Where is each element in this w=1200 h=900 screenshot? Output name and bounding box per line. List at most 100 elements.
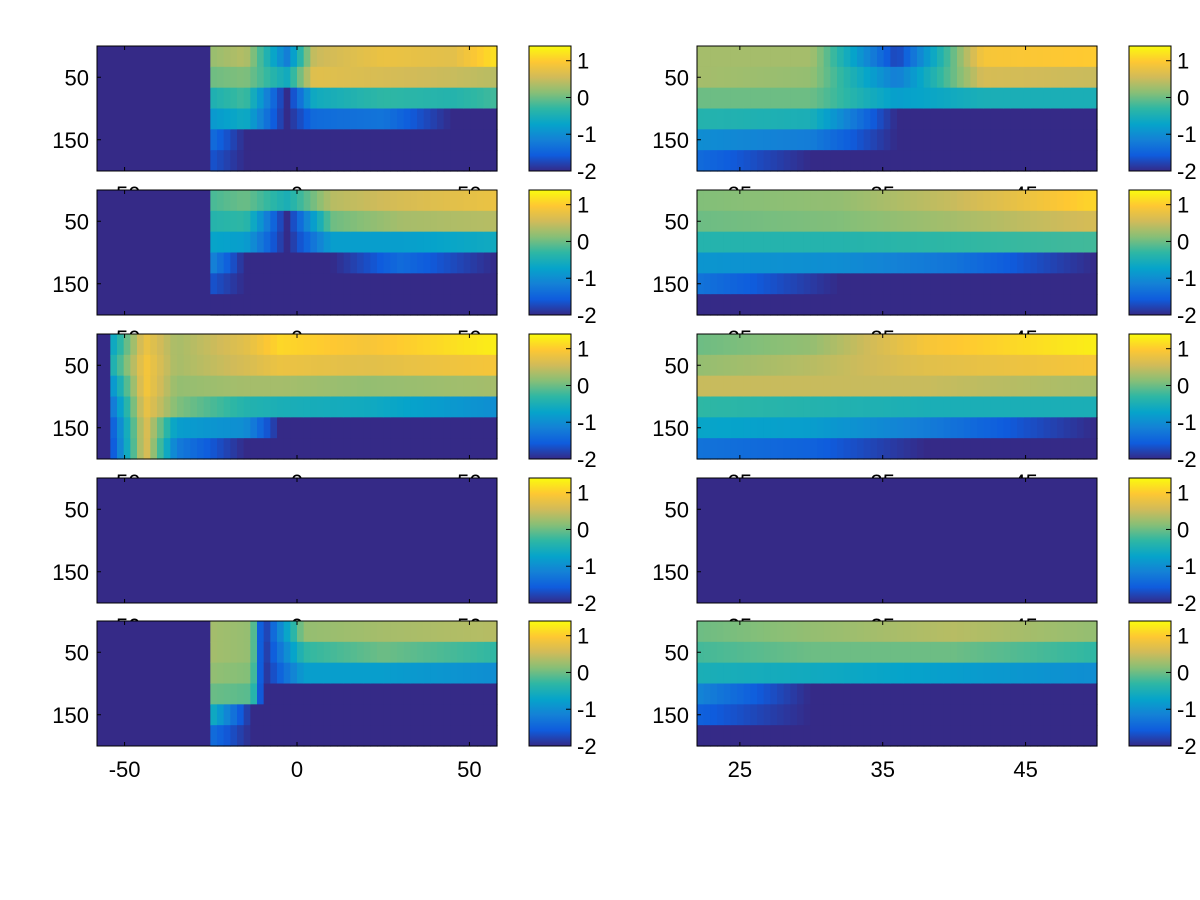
heatmap-cell xyxy=(703,662,711,685)
heatmap-cell xyxy=(850,190,858,212)
heatmap-cell xyxy=(870,129,878,151)
heatmap-cell xyxy=(1050,725,1058,747)
heatmap-cell xyxy=(383,87,391,110)
heatmap-cell xyxy=(477,334,485,356)
heatmap-cell xyxy=(950,252,958,274)
heatmap-cell xyxy=(270,704,278,726)
heatmap-cell xyxy=(877,66,885,89)
heatmap-cell xyxy=(110,334,118,356)
heatmap-cell xyxy=(1050,66,1058,89)
heatmap-cell xyxy=(1077,621,1085,643)
heatmap-cell xyxy=(390,334,398,356)
heatmap-cell xyxy=(437,273,445,295)
heatmap-cell xyxy=(883,725,891,747)
heatmap-cell xyxy=(403,190,411,212)
heatmap-cell xyxy=(270,210,278,233)
heatmap-cell xyxy=(830,417,838,439)
heatmap-cell xyxy=(1017,273,1025,295)
heatmap-cell xyxy=(263,231,271,254)
heatmap-cell xyxy=(923,252,931,274)
heatmap-cell xyxy=(730,190,738,212)
heatmap-cell xyxy=(263,417,271,439)
heatmap-cell xyxy=(457,334,465,356)
heatmap-cell xyxy=(450,273,458,295)
heatmap-cell xyxy=(750,438,758,460)
heatmap-cell xyxy=(1070,273,1078,295)
heatmap-cell xyxy=(917,87,925,110)
heatmap-cell xyxy=(797,621,805,643)
heatmap-cell xyxy=(783,273,791,295)
heatmap-cell xyxy=(930,108,938,130)
heatmap-cell xyxy=(1063,621,1071,643)
heatmap-cell xyxy=(457,375,465,398)
heatmap-cell xyxy=(723,417,731,439)
heatmap-cell xyxy=(377,231,385,254)
heatmap-cell xyxy=(297,683,305,705)
heatmap-cell xyxy=(370,252,378,274)
heatmap-cell xyxy=(730,273,738,295)
heatmap-cell xyxy=(943,417,951,439)
heatmap-cell xyxy=(443,704,451,726)
heatmap-cell xyxy=(843,354,851,377)
heatmap-cell xyxy=(323,252,331,274)
heatmap-cell xyxy=(463,129,471,151)
heatmap-cell xyxy=(483,108,491,130)
heatmap-cell xyxy=(490,396,498,418)
heatmap-cell xyxy=(1023,438,1031,460)
heatmap-cell xyxy=(1077,129,1085,151)
heatmap-cell xyxy=(977,46,985,68)
heatmap-cell xyxy=(257,725,265,747)
heatmap-cell xyxy=(343,641,351,664)
heatmap-cell xyxy=(823,294,831,316)
heatmap-cell xyxy=(423,438,431,460)
heatmap-cell xyxy=(863,375,871,398)
heatmap-cell xyxy=(763,641,771,664)
heatmap-cell xyxy=(1063,725,1071,747)
heatmap-cell xyxy=(923,150,931,172)
heatmap-cell xyxy=(737,190,745,212)
heatmap-cell xyxy=(1043,438,1051,460)
heatmap-cell xyxy=(383,334,391,356)
heatmap-cell xyxy=(217,66,225,89)
heatmap-cell xyxy=(1090,46,1098,68)
heatmap-cell xyxy=(110,354,118,377)
heatmap-cell xyxy=(370,621,378,643)
heatmap-cell xyxy=(1083,87,1091,110)
heatmap-cell xyxy=(330,150,338,172)
heatmap-cell xyxy=(977,725,985,747)
heatmap-cell xyxy=(870,87,878,110)
heatmap-cell xyxy=(730,150,738,172)
heatmap-cell xyxy=(977,621,985,643)
heatmap-cell xyxy=(1037,621,1045,643)
heatmap-cell xyxy=(937,621,945,643)
heatmap-cell xyxy=(490,87,498,110)
heatmap-cell xyxy=(297,438,305,460)
heatmap-cell xyxy=(450,396,458,418)
heatmap-cell xyxy=(390,704,398,726)
heatmap-cell xyxy=(390,621,398,643)
heatmap-cell xyxy=(970,66,978,89)
heatmap-cell xyxy=(1090,438,1098,460)
heatmap-cell xyxy=(1030,108,1038,130)
heatmap-cell xyxy=(843,375,851,398)
heatmap-cell xyxy=(257,252,265,274)
heatmap-cell xyxy=(1090,150,1098,172)
heatmap-cell xyxy=(930,417,938,439)
heatmap-cell xyxy=(983,231,991,254)
heatmap-cell xyxy=(963,231,971,254)
heatmap-cell xyxy=(757,46,765,68)
heatmap-cell xyxy=(850,252,858,274)
heatmap-cell xyxy=(757,354,765,377)
heatmap-cell xyxy=(957,87,965,110)
heatmap-cell xyxy=(970,354,978,377)
heatmap-cell xyxy=(277,66,285,89)
heatmap-cell xyxy=(983,417,991,439)
heatmap-cell xyxy=(123,438,131,460)
heatmap-cell xyxy=(477,375,485,398)
heatmap-cell xyxy=(483,46,491,68)
heatmap-cell xyxy=(737,66,745,89)
heatmap-cell xyxy=(803,641,811,664)
heatmap-cell xyxy=(977,396,985,418)
heatmap-cell xyxy=(723,210,731,233)
heatmap-cell xyxy=(810,417,818,439)
